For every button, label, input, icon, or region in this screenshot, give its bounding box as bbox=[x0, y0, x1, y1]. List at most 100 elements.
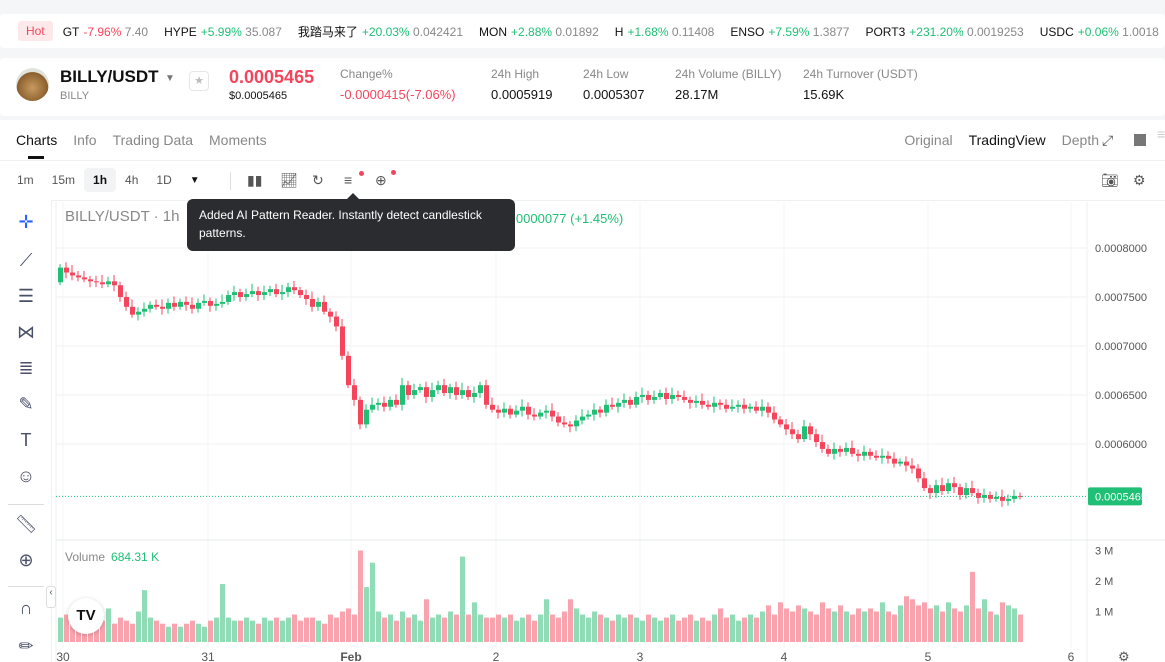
ruler-icon[interactable]: 📏︎ bbox=[14, 514, 38, 534]
lock-drawings-icon[interactable]: ✏ bbox=[18, 636, 34, 656]
candle-body bbox=[430, 390, 435, 397]
pair-dropdown-icon[interactable]: ▼ bbox=[165, 73, 175, 84]
crosshair-icon[interactable]: ✛ bbox=[18, 212, 34, 232]
candle-type-icon[interactable]: ▮▮ bbox=[247, 172, 263, 188]
volume-bar bbox=[622, 617, 627, 642]
horizontal-lines-icon[interactable]: ☰ bbox=[17, 286, 35, 306]
tab-original[interactable]: Original bbox=[904, 132, 953, 148]
replay-icon[interactable]: ↻ bbox=[312, 172, 324, 188]
ticker-price: 0.0019253 bbox=[967, 24, 1024, 39]
collapse-toolbar-handle[interactable]: ‹ bbox=[46, 586, 56, 608]
volume-bar bbox=[820, 602, 825, 642]
tab-depth[interactable]: Depth bbox=[1061, 132, 1099, 148]
tab-moments[interactable]: Moments bbox=[209, 132, 267, 148]
tab-charts[interactable]: Charts bbox=[16, 132, 58, 159]
divider bbox=[8, 586, 44, 587]
tf-1h[interactable]: 1h bbox=[84, 168, 117, 192]
indicators-icon[interactable]: 📈︎ bbox=[280, 172, 298, 188]
settings-icon[interactable]: ⚙ bbox=[1133, 172, 1146, 188]
ticker-item[interactable]: GT -7.96% 7.40 bbox=[63, 25, 148, 39]
candle-body bbox=[562, 422, 567, 425]
magnet-icon[interactable]: ∩ bbox=[19, 598, 33, 618]
ticker-item[interactable]: MON +2.88% 0.01892 bbox=[479, 25, 599, 39]
ticker-symbol: PORT3 bbox=[865, 24, 906, 39]
volume-bar bbox=[874, 611, 879, 642]
layout-icon[interactable] bbox=[1134, 134, 1146, 146]
candle-body bbox=[214, 303, 219, 306]
volume-label: Volume bbox=[65, 550, 106, 564]
volume-bar bbox=[430, 617, 435, 642]
brush-icon[interactable]: ✎ bbox=[18, 394, 34, 414]
candle-body bbox=[832, 448, 837, 454]
candle-body bbox=[958, 487, 963, 495]
ticker-symbol: HYPE bbox=[164, 24, 197, 39]
volume-bar bbox=[742, 617, 747, 642]
pair-title[interactable]: BILLY/USDT bbox=[60, 67, 159, 86]
volume-bar bbox=[196, 623, 201, 642]
volume-bar bbox=[526, 614, 531, 642]
favorite-star-icon[interactable]: ★ bbox=[189, 71, 209, 91]
candle-body bbox=[718, 402, 723, 405]
ticker-item[interactable]: ENSO +7.59% 1.3877 bbox=[730, 25, 849, 39]
volume-bar bbox=[892, 614, 897, 642]
tradingview-logo[interactable]: TV bbox=[68, 598, 104, 634]
candle-body bbox=[700, 400, 705, 405]
stat-label: 24h High bbox=[491, 67, 540, 81]
volume-bar bbox=[736, 620, 741, 642]
volume-bar bbox=[862, 611, 867, 642]
volume-bar bbox=[1018, 614, 1023, 642]
emoji-icon[interactable]: ☺ bbox=[16, 466, 36, 486]
ticker-item[interactable]: H +1.68% 0.11408 bbox=[615, 25, 715, 39]
pattern-icon[interactable]: ⋈ bbox=[17, 322, 35, 342]
candle-body bbox=[922, 478, 927, 489]
pattern-reader-icon[interactable]: ≡ bbox=[344, 172, 353, 188]
candle-body bbox=[454, 387, 459, 395]
fib-icon[interactable]: ≣ bbox=[18, 358, 34, 378]
tf-dropdown-icon[interactable]: ▼ bbox=[189, 174, 200, 186]
camera-icon[interactable]: 📷︎ bbox=[1101, 172, 1119, 188]
ticker-item[interactable]: 我踏马来了 +20.03% 0.042421 bbox=[298, 25, 463, 39]
ticker-item[interactable]: PORT3 +231.20% 0.0019253 bbox=[865, 25, 1023, 39]
tf-1m[interactable]: 1m bbox=[17, 173, 34, 187]
volume-bar bbox=[586, 617, 591, 642]
tab-info[interactable]: Info bbox=[73, 132, 97, 148]
ticker-symbol: USDC bbox=[1039, 24, 1074, 39]
zoom-in-icon[interactable]: ⊕ bbox=[18, 550, 34, 570]
candle-body bbox=[868, 451, 873, 456]
ticker-item[interactable]: USDC +0.06% 1.0018 bbox=[1040, 25, 1159, 39]
volume-bar bbox=[256, 623, 261, 642]
candle-body bbox=[688, 399, 693, 403]
volume-bar bbox=[520, 617, 525, 642]
ticker-item[interactable]: HYPE +5.99% 35.087 bbox=[164, 25, 282, 39]
menu-icon[interactable]: ≡ bbox=[1157, 126, 1165, 142]
candle-body bbox=[352, 385, 357, 400]
trendline-icon[interactable]: ⟋ bbox=[19, 250, 33, 270]
volume-bar bbox=[856, 608, 861, 642]
text-icon[interactable]: T bbox=[20, 430, 32, 450]
fullscreen-icon[interactable]: ⤢ bbox=[1102, 132, 1114, 148]
volume-bar bbox=[568, 599, 573, 642]
add-icon[interactable]: ⊕ bbox=[375, 172, 387, 188]
candle-body bbox=[394, 399, 399, 405]
volume-bar bbox=[658, 620, 663, 642]
candle-body bbox=[970, 488, 975, 493]
ticker-price: 0.01892 bbox=[555, 24, 599, 39]
candle-body bbox=[904, 461, 909, 466]
x-tick-label: 31 bbox=[201, 650, 215, 662]
tf-4h[interactable]: 4h bbox=[125, 173, 139, 187]
tf-15m[interactable]: 15m bbox=[51, 173, 76, 187]
volume-bar bbox=[370, 562, 375, 642]
candle-body bbox=[238, 292, 243, 297]
candle-body bbox=[880, 455, 885, 458]
volume-bar bbox=[562, 611, 567, 642]
tf-1d[interactable]: 1D bbox=[156, 173, 172, 187]
tab-tradingview[interactable]: TradingView bbox=[968, 132, 1046, 148]
volume-bar bbox=[790, 611, 795, 642]
candle-body bbox=[364, 409, 369, 425]
tab-trading-data[interactable]: Trading Data bbox=[112, 132, 194, 148]
candle-body bbox=[448, 387, 453, 394]
candle-body bbox=[436, 385, 441, 391]
volume-bar bbox=[904, 596, 909, 642]
hot-badge[interactable]: Hot bbox=[18, 21, 53, 41]
